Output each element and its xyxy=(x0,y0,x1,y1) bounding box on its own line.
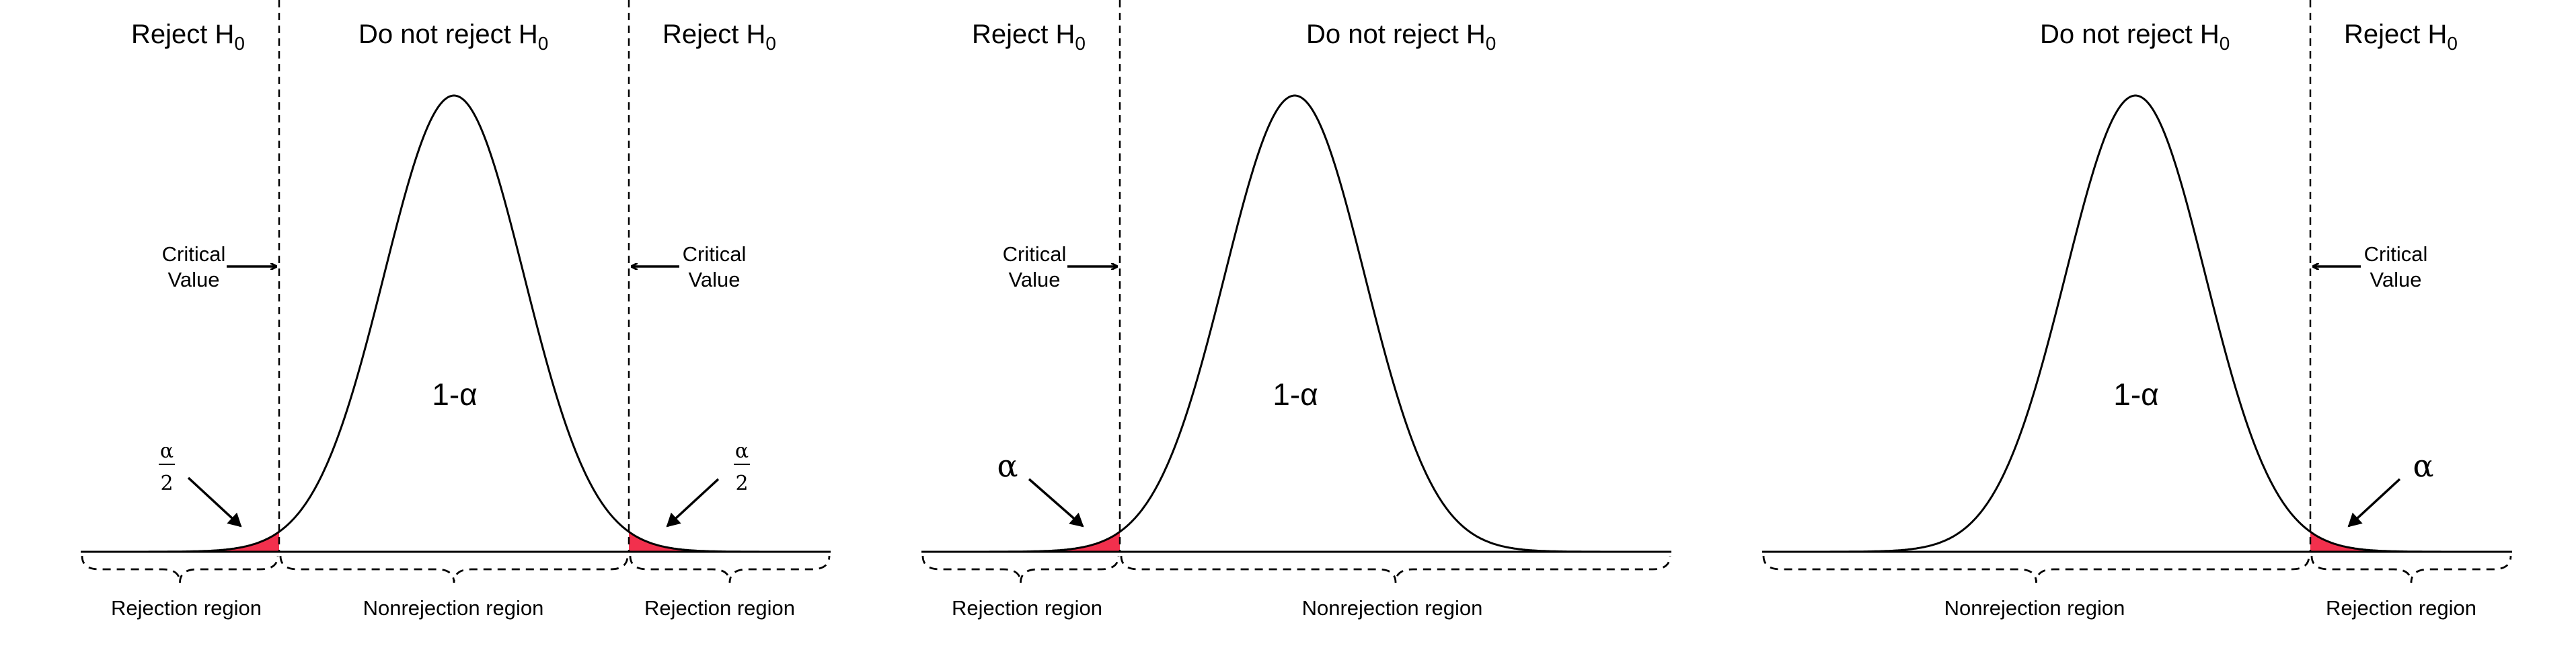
brace-rejection-left xyxy=(921,555,1120,583)
center-label: 1-α xyxy=(1273,377,1318,412)
region-label-rejection-left: Rejection region xyxy=(952,596,1102,620)
region-label-nonrejection: Nonrejection region xyxy=(1944,596,2125,620)
normal-curve xyxy=(1762,94,2511,553)
critical-value-label-right: Critical Value xyxy=(683,242,747,291)
brace-nonrejection xyxy=(1762,555,2310,583)
region-label-rejection-right: Rejection region xyxy=(644,596,795,620)
tail-label-right: α xyxy=(2413,447,2433,484)
region-label-rejection-left: Rejection region xyxy=(111,596,262,620)
tail-label-left-den: 2 xyxy=(160,472,173,495)
header-reject-left: Reject H0 xyxy=(972,20,1086,54)
tail-label-right-num: α xyxy=(735,439,749,463)
center-label: 1-α xyxy=(2113,377,2159,412)
panel-left-tailed: Reject H0 Do not reject H0 Critical Value… xyxy=(921,0,1671,620)
brace-rejection-right xyxy=(629,555,831,583)
tail-arrow-right xyxy=(2347,478,2401,528)
right-rejection-area xyxy=(629,532,831,552)
center-label: 1-α xyxy=(432,377,478,412)
critical-value-label-left: Critical Value xyxy=(1003,242,1067,291)
panel-right-tailed: Do not reject H0 Reject H0 Critical Value… xyxy=(1762,0,2512,620)
region-label-nonrejection: Nonrejection region xyxy=(363,596,544,620)
region-label-rejection-right: Rejection region xyxy=(2326,596,2476,620)
brace-rejection-right xyxy=(2310,555,2512,583)
region-label-nonrejection: Nonrejection region xyxy=(1302,596,1483,620)
tail-arrow-left xyxy=(1028,478,1084,528)
brace-nonrejection xyxy=(1120,555,1671,583)
critical-value-label-left: Critical Value xyxy=(162,242,226,291)
panel-two-tailed: Reject H0 Do not reject H0 Reject H0 Cri… xyxy=(81,0,831,620)
header-do-not-reject: Do not reject H0 xyxy=(2040,20,2230,54)
right-rejection-area xyxy=(2310,532,2512,552)
brace-nonrejection xyxy=(279,555,629,583)
header-reject-right: Reject H0 xyxy=(2344,20,2458,54)
brace-rejection-left xyxy=(81,555,279,583)
left-rejection-area xyxy=(921,532,1120,552)
tail-label-right-den: 2 xyxy=(735,472,748,495)
tail-label-left-num: α xyxy=(160,439,174,463)
header-reject-right: Reject H0 xyxy=(662,20,776,54)
header-do-not-reject: Do not reject H0 xyxy=(1306,20,1496,54)
header-reject-left: Reject H0 xyxy=(131,20,245,54)
header-do-not-reject: Do not reject H0 xyxy=(358,20,548,54)
left-rejection-area xyxy=(81,532,279,552)
tail-arrow-right xyxy=(666,478,720,528)
critical-value-label-right: Critical Value xyxy=(2364,242,2428,291)
tail-arrow-left xyxy=(187,476,242,528)
tail-label-left: α xyxy=(997,447,1018,484)
